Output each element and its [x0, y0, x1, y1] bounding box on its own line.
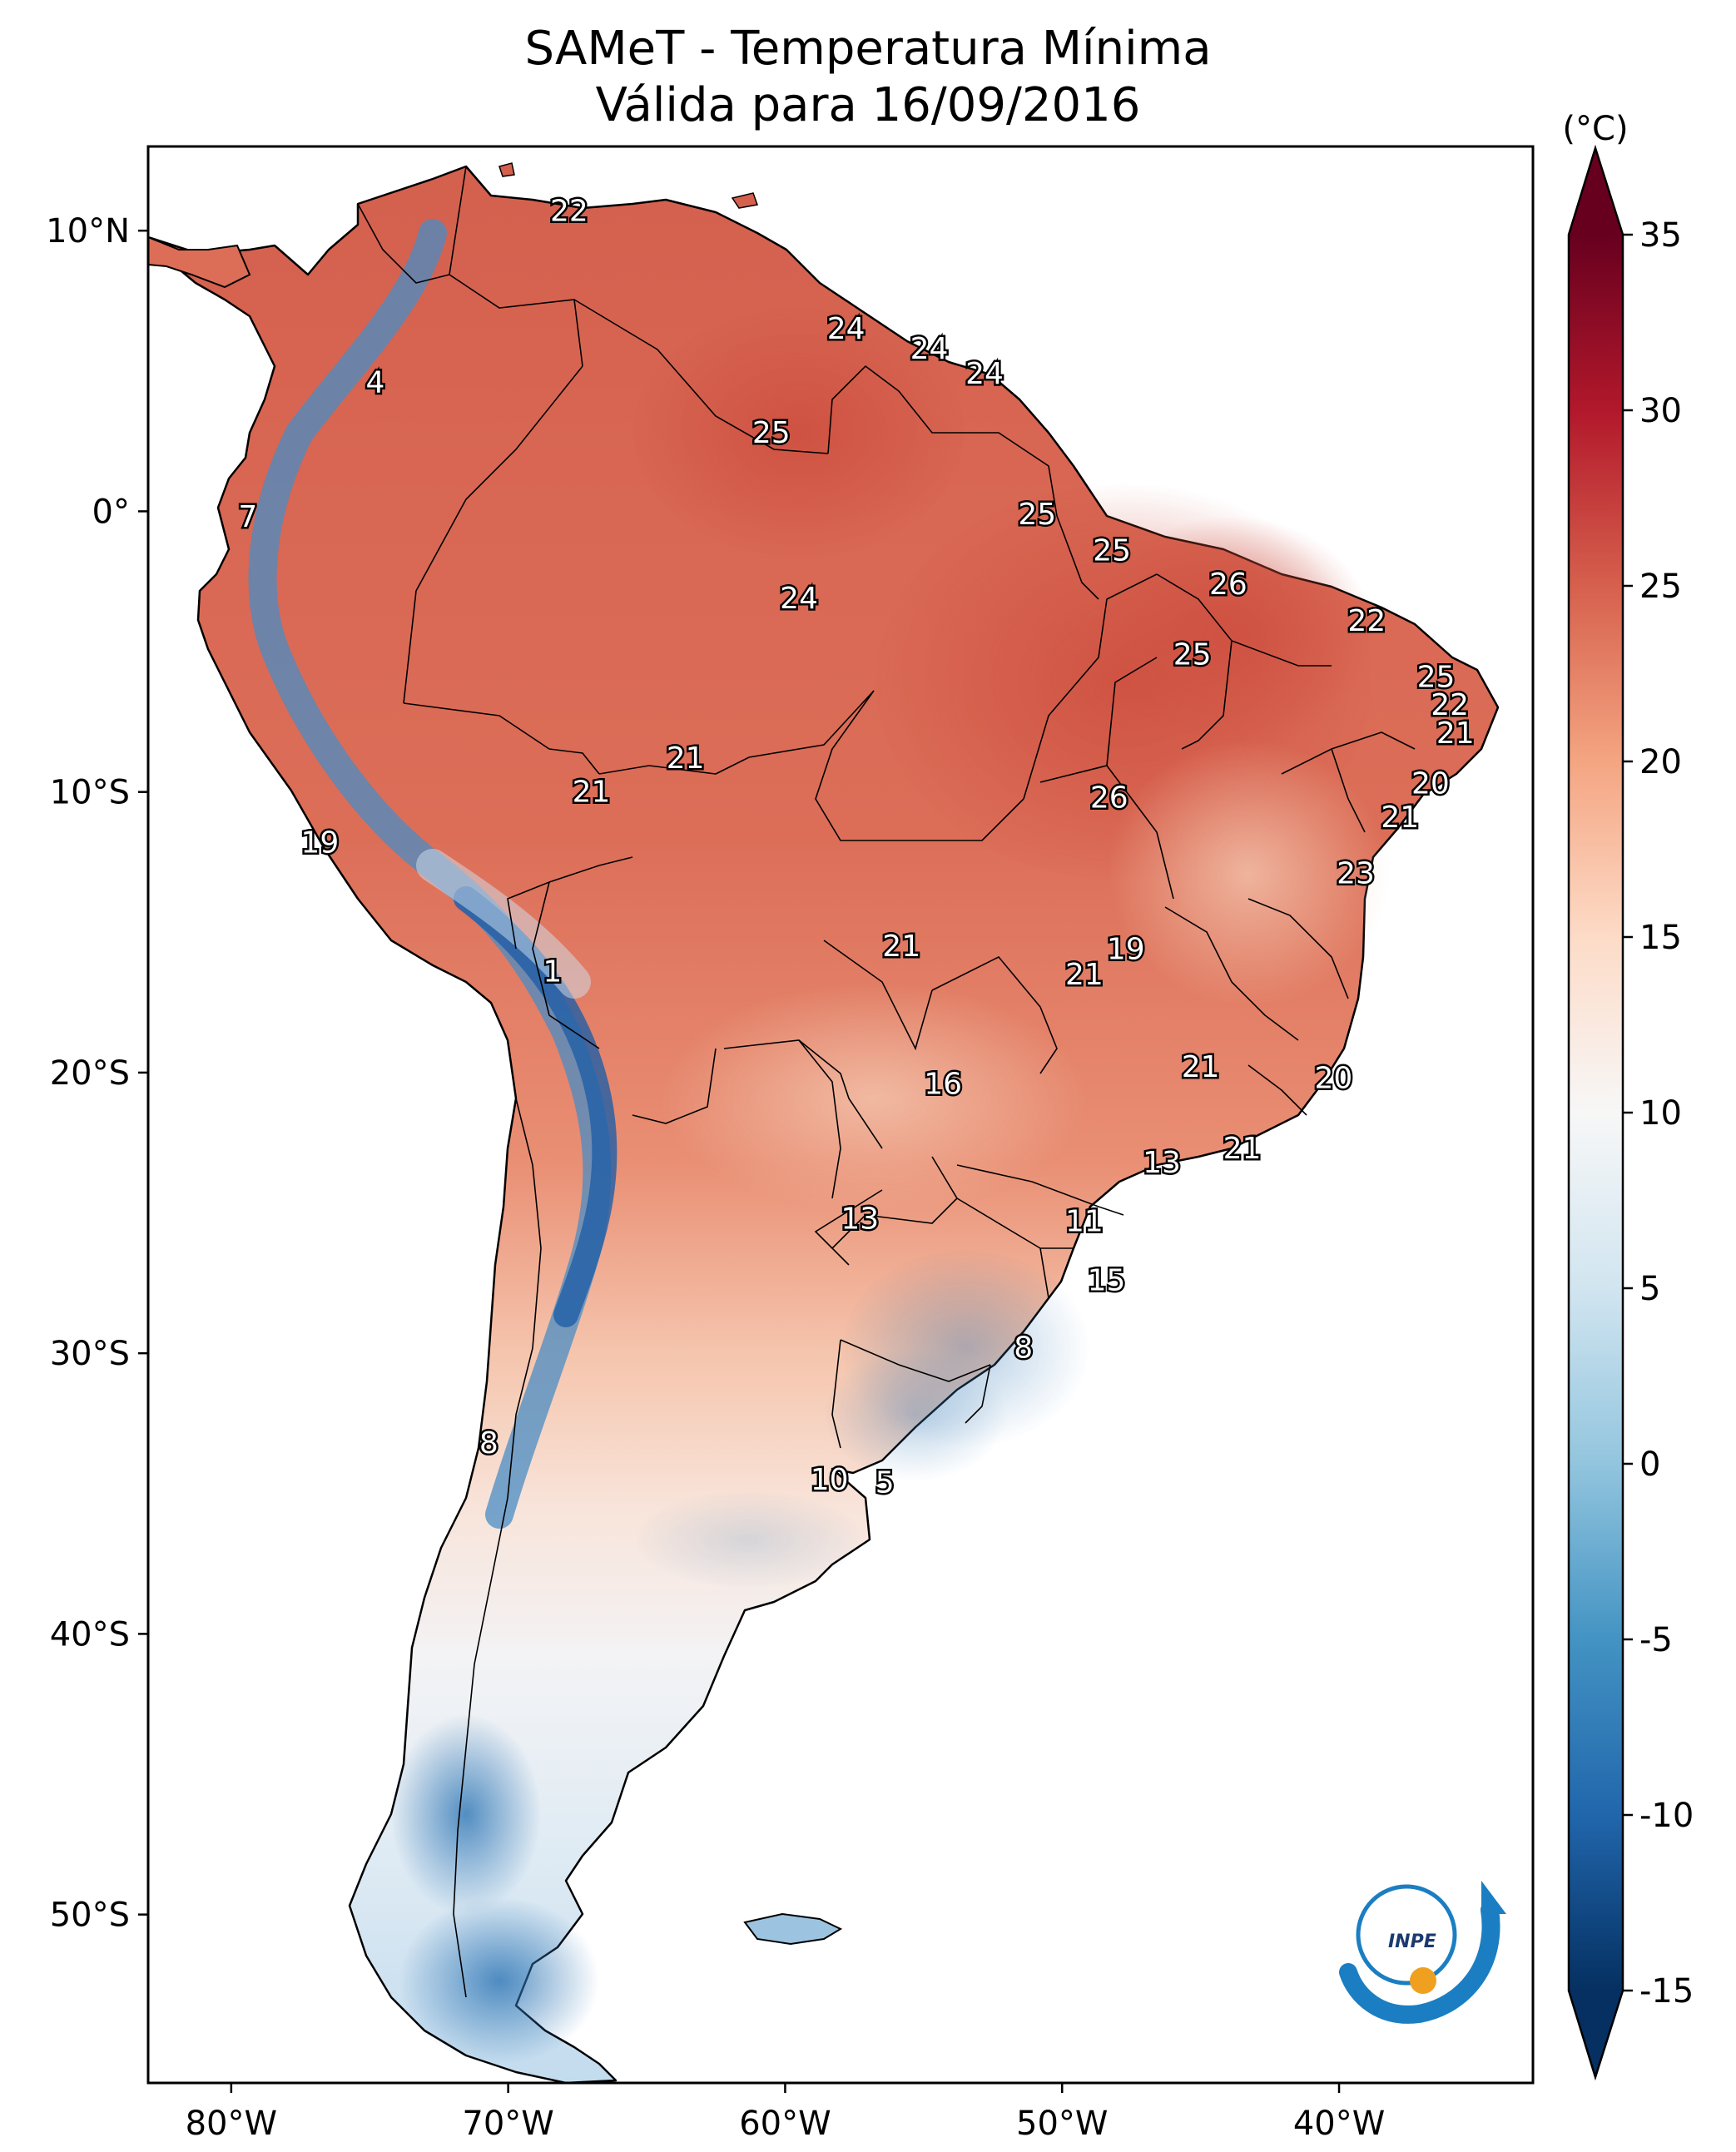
caribbean-islands — [498, 162, 759, 209]
station-temperature-label: 25 — [752, 416, 791, 450]
station-temperature-label: 11 — [1065, 1205, 1104, 1239]
station-temperature-label: 24 — [910, 332, 949, 366]
colorbar-tick-label: -5 — [1639, 1621, 1673, 1659]
map-frame — [146, 145, 1535, 2085]
station-temperature-label: 24 — [827, 312, 866, 346]
station-temperature-label: 19 — [300, 826, 339, 860]
station-temperature-label: 22 — [1431, 688, 1469, 722]
station-temperature-label: 8 — [1014, 1331, 1033, 1365]
political-borders — [357, 166, 1416, 1998]
station-temperature-label: 21 — [1381, 801, 1419, 835]
colorbar-tick-label: -10 — [1639, 1797, 1694, 1835]
station-temperature-label: 22 — [1347, 604, 1386, 638]
colorbar-max-arrow — [1569, 148, 1623, 235]
station-temperature-label: 10 — [811, 1463, 849, 1497]
lon-tick-label: 40°W — [1293, 2105, 1385, 2143]
lat-tick-label: 10°N — [46, 212, 130, 250]
station-temperature-label: 13 — [1143, 1146, 1181, 1180]
station-temperature-label: 21 — [882, 930, 920, 964]
lon-tick-label: 80°W — [186, 2105, 277, 2143]
lat-tick-label: 30°S — [50, 1335, 130, 1373]
inpe-logo-text: INPE — [1388, 1931, 1436, 1952]
falkland-islands — [743, 1912, 843, 1946]
latitude-ticks: 10°N 0° 10°S 20°S 30°S 40°S 50°S — [46, 212, 148, 1935]
station-temperature-label: 21 — [1065, 958, 1104, 992]
station-temperature-label: 20 — [1314, 1062, 1352, 1096]
central-america — [148, 236, 251, 289]
station-temperature-label: 23 — [1337, 856, 1375, 890]
lat-tick-label: 20°S — [50, 1054, 130, 1093]
colorbar-ticks: 35 30 25 20 15 10 5 0 -5 -10 -15 — [1623, 216, 1694, 2011]
station-temperature-label: 21 — [667, 741, 705, 776]
station-temperature-label: 25 — [1173, 637, 1212, 672]
colorbar-tick-label: -15 — [1639, 1972, 1694, 2011]
station-temperature-label: 7 — [238, 500, 257, 534]
station-temperature-label: 26 — [1090, 781, 1128, 815]
colorbar-tick-label: 5 — [1639, 1270, 1660, 1308]
map-subtitle: Válida para 16/09/2016 — [595, 78, 1141, 132]
lat-tick-label: 50°S — [50, 1897, 130, 1935]
station-temperature-label: 21 — [573, 776, 611, 810]
inpe-logo-swoosh-icon — [1339, 1901, 1500, 2024]
longitude-ticks: 80°W 70°W 60°W 50°W 40°W — [186, 2083, 1385, 2143]
colorbar-tick-label: 35 — [1639, 216, 1682, 255]
andes-pale-edge — [416, 849, 591, 999]
station-temperature-label: 22 — [550, 195, 588, 229]
station-temperature-label: 25 — [1417, 660, 1456, 694]
station-temperature-label: 16 — [924, 1067, 962, 1101]
station-temperature-label: 4 — [365, 365, 384, 399]
station-temperature-label: 13 — [841, 1202, 879, 1236]
colorbar-tick-label: 0 — [1639, 1445, 1660, 1484]
station-temperature-label: 25 — [1018, 498, 1056, 532]
colorbar-unit: (°C) — [1562, 110, 1628, 148]
station-temperature-label: 25 — [1093, 534, 1131, 568]
colorbar-tick-label: 15 — [1639, 919, 1682, 957]
station-temperature-label: 1 — [543, 955, 562, 989]
lon-tick-label: 60°W — [739, 2105, 831, 2143]
station-temperature-label: 21 — [1182, 1050, 1220, 1084]
station-temperature-label: 20 — [1411, 767, 1450, 801]
lon-tick-label: 70°W — [462, 2105, 553, 2143]
inpe-logo-arrow-icon — [1481, 1881, 1506, 1914]
colorbar-tick-label: 10 — [1639, 1094, 1682, 1133]
station-temperature-label: 5 — [875, 1465, 895, 1500]
station-temperature-label: 24 — [780, 582, 818, 616]
colorbar: (°C) 35 30 25 20 15 10 5 0 -5 -10 -15 — [1562, 110, 1694, 2081]
lon-tick-label: 50°W — [1016, 2105, 1108, 2143]
station-temperature-label: 26 — [1209, 568, 1247, 602]
colorbar-gradient — [1569, 235, 1623, 1991]
station-temperature-label: 24 — [965, 357, 1004, 391]
temperature-field — [391, 308, 1390, 2064]
station-temperature-label: 21 — [1436, 717, 1475, 751]
station-temperature-label: 19 — [1107, 933, 1145, 967]
inpe-logo: INPE — [1339, 1881, 1506, 2024]
inpe-logo-circle-icon — [1356, 1884, 1457, 1986]
lat-tick-label: 40°S — [50, 1615, 130, 1654]
station-temperature-label: 21 — [1223, 1132, 1262, 1166]
lat-tick-label: 10°S — [50, 774, 130, 812]
colorbar-tick-label: 30 — [1639, 392, 1682, 430]
station-temperature-label: 15 — [1088, 1263, 1126, 1297]
colorbar-tick-label: 25 — [1639, 568, 1682, 606]
lat-tick-label: 0° — [92, 493, 130, 531]
inpe-logo-dot-icon — [1410, 1967, 1436, 1994]
colorbar-min-arrow — [1569, 1991, 1623, 2077]
map-title: SAMeT - Temperatura Mínima — [524, 22, 1212, 76]
colorbar-tick-label: 20 — [1639, 743, 1682, 781]
station-temperature-label: 8 — [479, 1426, 498, 1460]
